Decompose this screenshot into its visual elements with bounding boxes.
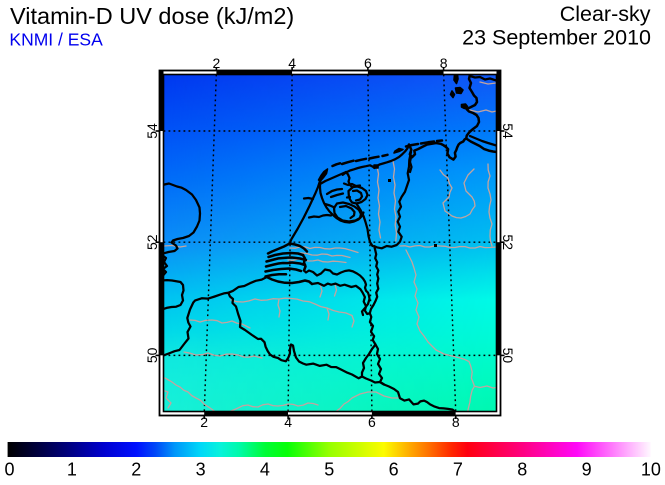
svg-text:52: 52	[500, 234, 516, 250]
svg-text:6: 6	[364, 55, 372, 71]
svg-text:8: 8	[440, 55, 448, 71]
svg-text:2: 2	[200, 414, 208, 430]
svg-text:2: 2	[131, 460, 141, 480]
svg-text:4: 4	[288, 55, 296, 71]
svg-text:54: 54	[144, 123, 160, 139]
svg-text:0: 0	[4, 460, 14, 480]
svg-text:7: 7	[453, 460, 463, 480]
svg-text:50: 50	[144, 347, 160, 363]
svg-text:2: 2	[213, 55, 221, 71]
svg-text:6: 6	[368, 414, 376, 430]
svg-text:52: 52	[144, 234, 160, 250]
svg-text:8: 8	[517, 460, 527, 480]
svg-text:9: 9	[582, 460, 592, 480]
svg-text:Clear-sky: Clear-sky	[560, 2, 651, 26]
svg-text:23 September 2010: 23 September 2010	[462, 26, 651, 50]
svg-text:4: 4	[284, 414, 292, 430]
svg-text:4: 4	[260, 460, 270, 480]
svg-text:Vitamin-D UV dose (kJ/m2): Vitamin-D UV dose (kJ/m2)	[10, 3, 294, 29]
svg-text:10: 10	[641, 460, 661, 480]
svg-text:8: 8	[452, 414, 460, 430]
svg-text:3: 3	[196, 460, 206, 480]
svg-text:1: 1	[67, 460, 77, 480]
svg-text:5: 5	[324, 460, 334, 480]
svg-text:54: 54	[500, 123, 516, 139]
svg-text:KNMI / ESA: KNMI / ESA	[9, 30, 103, 50]
svg-text:50: 50	[500, 348, 516, 364]
svg-text:6: 6	[389, 460, 399, 480]
